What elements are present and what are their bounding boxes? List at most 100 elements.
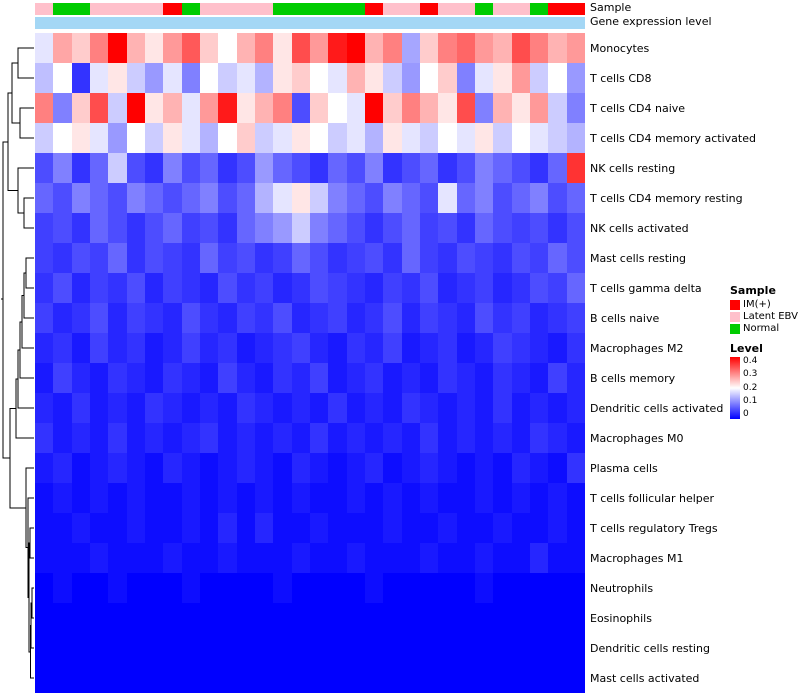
- heatmap-cell: [438, 423, 457, 453]
- heatmap-cell: [255, 213, 274, 243]
- heatmap-cell: [420, 603, 439, 633]
- heatmap-cell: [346, 63, 365, 93]
- heatmap-cell: [163, 423, 182, 453]
- heatmap-cell: [365, 123, 384, 153]
- heatmap-cell: [328, 153, 347, 183]
- heatmap-cell: [383, 273, 402, 303]
- heatmap-cell: [163, 573, 182, 603]
- heatmap-cell: [420, 273, 439, 303]
- heatmap-cell: [273, 183, 292, 213]
- heatmap-cell: [456, 573, 475, 603]
- heatmap-cell: [273, 603, 292, 633]
- heatmap-cell: [401, 633, 420, 663]
- heatmap-cell: [163, 453, 182, 483]
- heatmap-cell: [291, 33, 310, 63]
- heatmap-cell: [236, 363, 255, 393]
- heatmap-cell: [566, 333, 585, 363]
- heatmap-cell: [420, 123, 439, 153]
- heatmap-cell: [310, 243, 329, 273]
- row-label: Dendritic cells activated: [590, 401, 724, 415]
- heatmap-cell: [456, 63, 475, 93]
- sample-annotation-cell: [419, 3, 439, 15]
- heatmap-cell: [456, 33, 475, 63]
- heatmap-cell: [475, 183, 494, 213]
- heatmap-cell: [53, 273, 72, 303]
- heatmap-cell: [420, 423, 439, 453]
- heatmap-cell: [346, 423, 365, 453]
- heatmap-cell: [53, 303, 72, 333]
- heatmap-cell: [273, 363, 292, 393]
- heatmap-cell: [310, 423, 329, 453]
- heatmap-cell: [511, 663, 530, 693]
- heatmap-cell: [90, 303, 109, 333]
- legend-tick: 0: [743, 409, 749, 419]
- heatmap-cell: [71, 213, 90, 243]
- heatmap-cell: [90, 573, 109, 603]
- row-label: Monocytes: [590, 41, 650, 55]
- heatmap-cell: [273, 273, 292, 303]
- heatmap-cell: [291, 483, 310, 513]
- heatmap-cell: [493, 633, 512, 663]
- heatmap-cell: [548, 243, 567, 273]
- heatmap-cell: [456, 123, 475, 153]
- heatmap-cell: [383, 573, 402, 603]
- heatmap-cell: [365, 243, 384, 273]
- heatmap-cell: [236, 213, 255, 243]
- legend-sample-title: Sample: [730, 284, 776, 297]
- heatmap-cell: [291, 393, 310, 423]
- heatmap-cell: [35, 63, 54, 93]
- heatmap-cell: [310, 183, 329, 213]
- heatmap-cell: [255, 243, 274, 273]
- legend-level-gradient: [730, 357, 740, 419]
- legend-tick: 0.3: [743, 369, 758, 380]
- heatmap-cell: [255, 633, 274, 663]
- heatmap-cell: [493, 273, 512, 303]
- row-label: Macrophages M0: [590, 431, 684, 445]
- legend-swatch: [730, 311, 740, 322]
- heatmap-cell: [163, 273, 182, 303]
- heatmap-cell: [493, 423, 512, 453]
- heatmap-cell: [163, 633, 182, 663]
- heatmap-cell: [108, 393, 127, 423]
- heatmap-cell: [475, 123, 494, 153]
- heatmap-cell: [438, 243, 457, 273]
- heatmap-cell: [126, 543, 145, 573]
- heatmap-cell: [456, 303, 475, 333]
- heatmap-cell: [475, 303, 494, 333]
- heatmap-cell: [108, 663, 127, 693]
- heatmap-cell: [108, 363, 127, 393]
- legend-level-ticks: 0.4 0.3 0.2 0.1 0: [743, 357, 757, 419]
- sample-annotation-cell: [474, 3, 494, 15]
- heatmap-cell: [401, 453, 420, 483]
- heatmap-cell: [126, 393, 145, 423]
- heatmap-cell: [548, 513, 567, 543]
- heatmap-cell: [108, 423, 127, 453]
- legend-level-row: 0.4 0.3 0.2 0.1 0: [730, 357, 800, 419]
- sample-annotation-cell: [53, 3, 72, 15]
- heatmap-cell: [145, 183, 164, 213]
- heatmap-cell: [35, 333, 54, 363]
- heatmap-cell: [530, 273, 549, 303]
- legend-sample-items: IM(+) Latent EBV Normal: [730, 299, 800, 334]
- heatmap-cell: [438, 123, 457, 153]
- heatmap-cell: [181, 333, 200, 363]
- heatmap-cell: [328, 573, 347, 603]
- heatmap-cell: [475, 363, 494, 393]
- row-label: T cells CD4 memory activated: [590, 131, 756, 145]
- heatmap-cell: [420, 543, 439, 573]
- heatmap-cell: [181, 633, 200, 663]
- gene-annotation-bar: [35, 17, 585, 29]
- heatmap-cell: [218, 63, 237, 93]
- heatmap-cell: [493, 213, 512, 243]
- heatmap-cell: [71, 273, 90, 303]
- heatmap-cell: [53, 63, 72, 93]
- heatmap-cell: [456, 543, 475, 573]
- heatmap-cell: [420, 573, 439, 603]
- heatmap-cell: [200, 573, 219, 603]
- heatmap-cell: [346, 633, 365, 663]
- heatmap-cell: [53, 93, 72, 123]
- heatmap-cell: [493, 183, 512, 213]
- heatmap-cell: [328, 273, 347, 303]
- heatmap-cell: [53, 603, 72, 633]
- heatmap-cell: [383, 213, 402, 243]
